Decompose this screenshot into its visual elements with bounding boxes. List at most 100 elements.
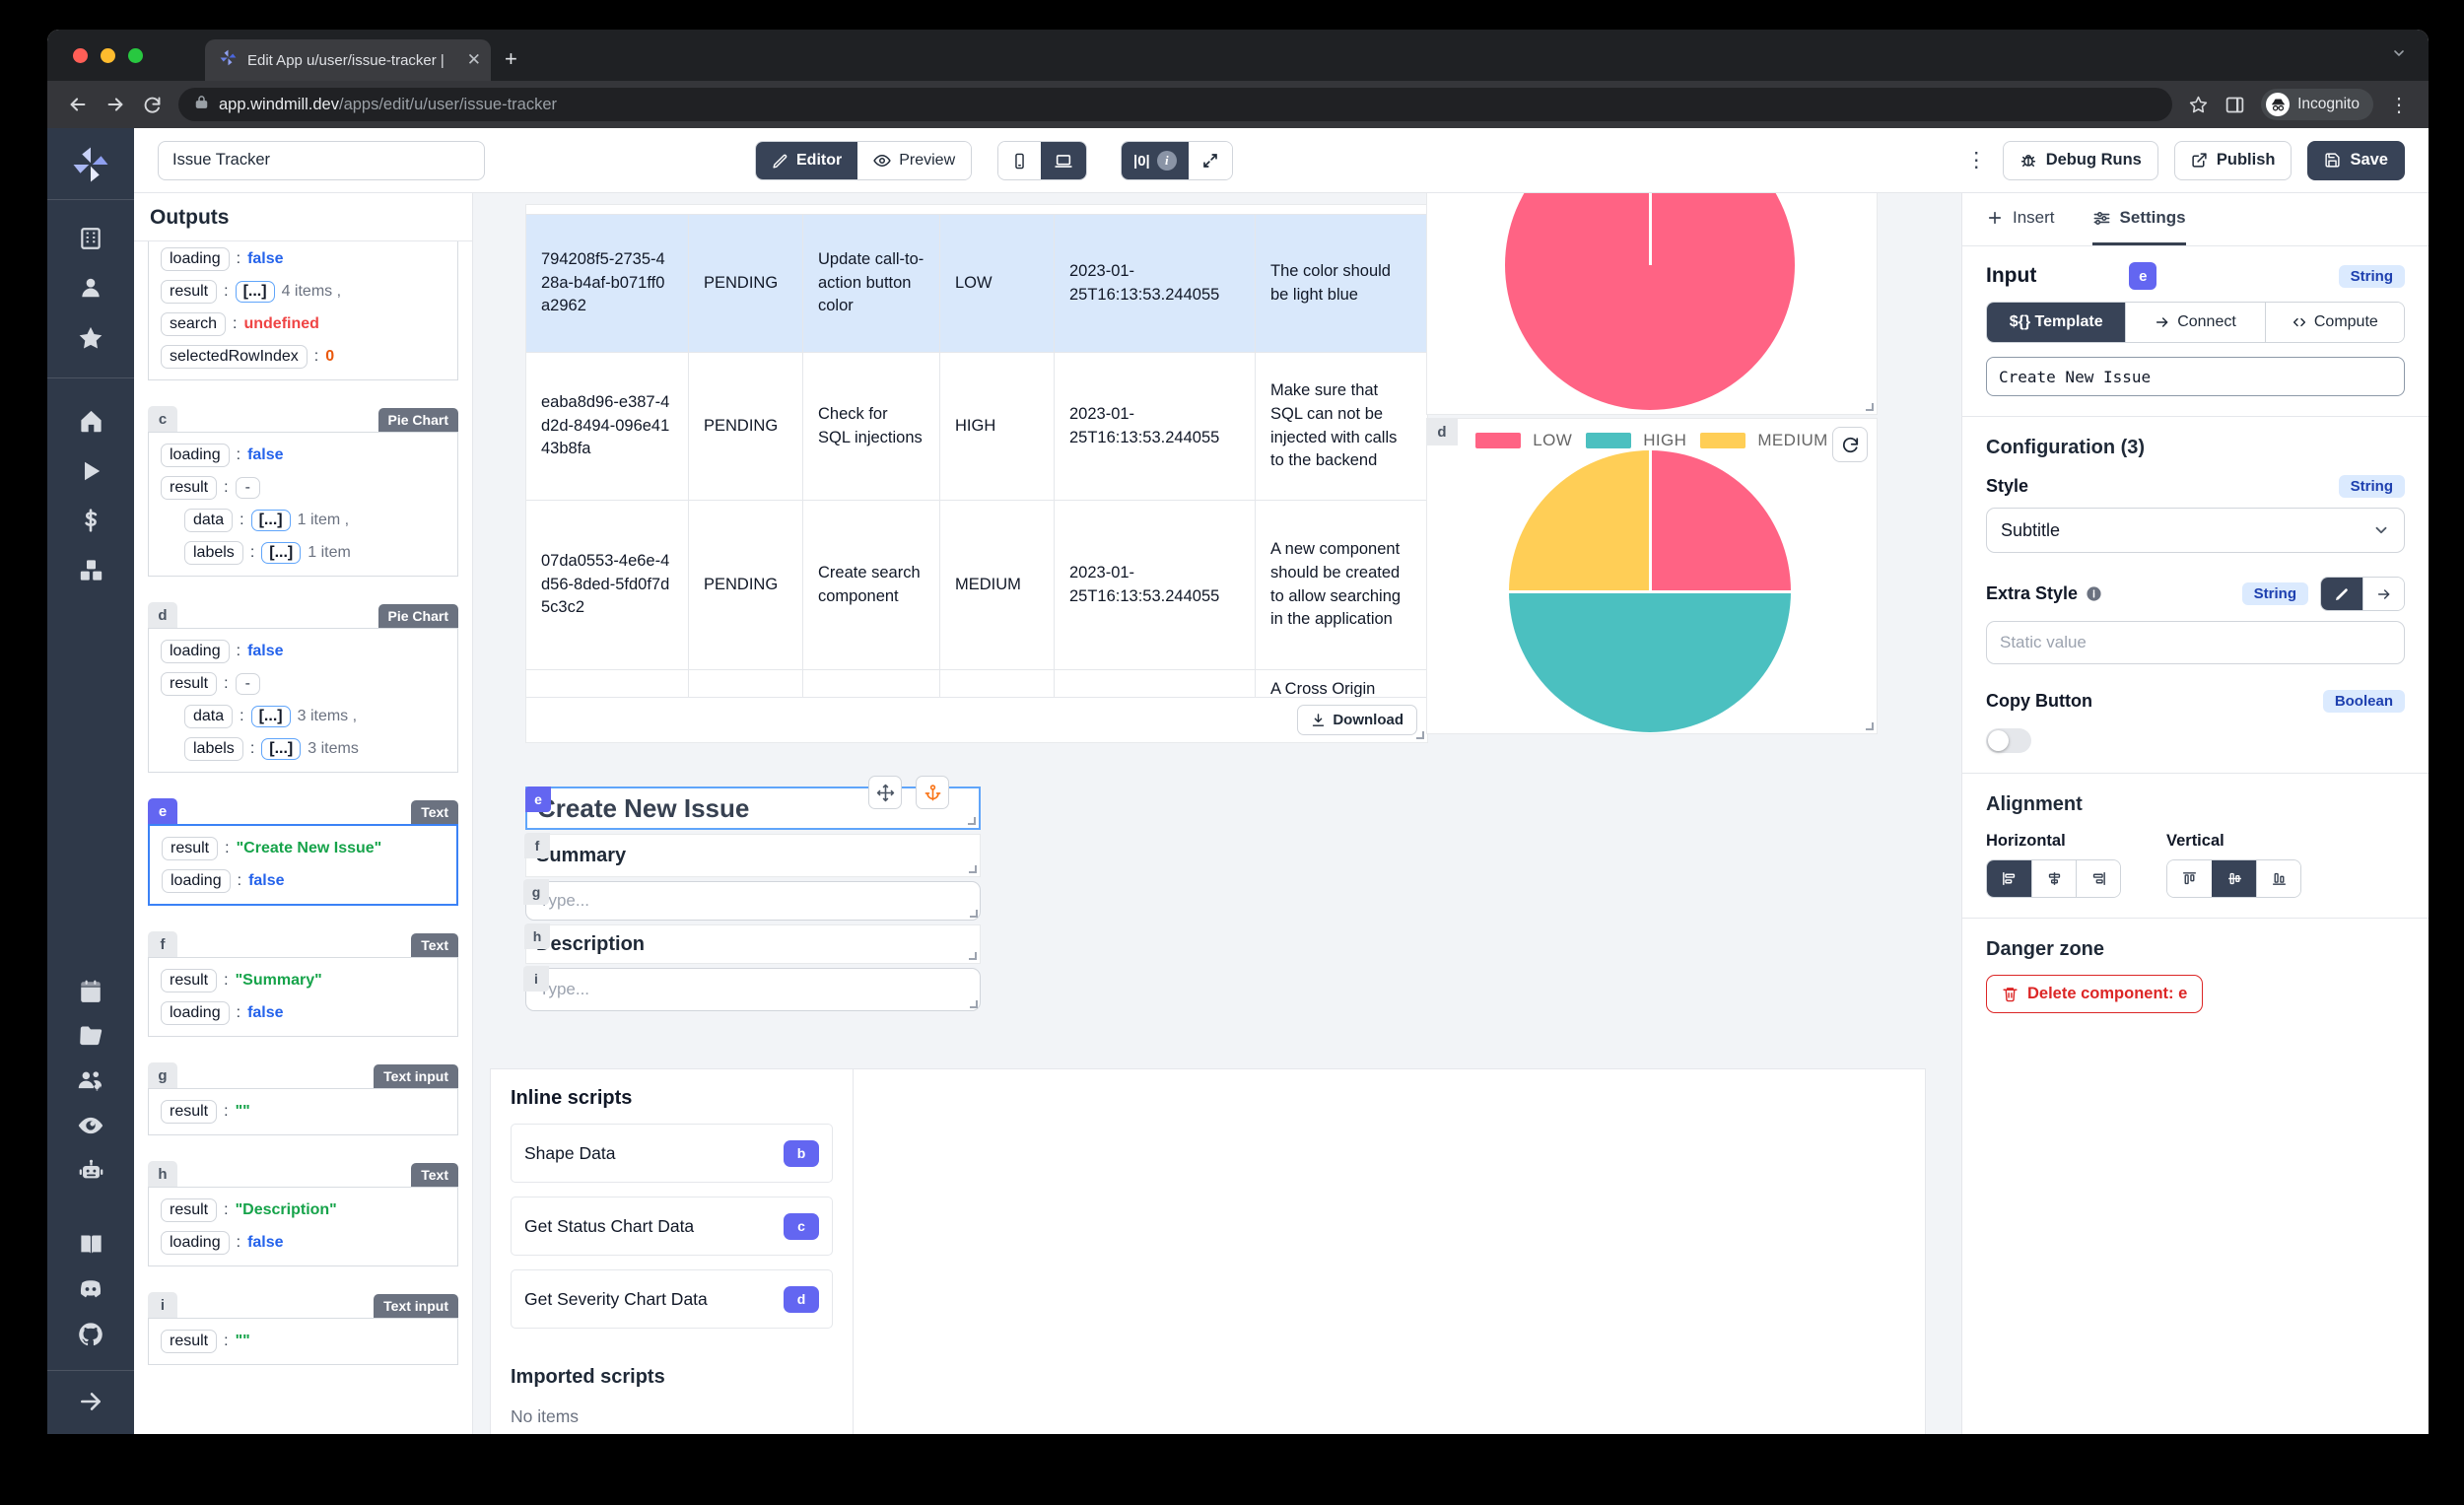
align-center-horizontal-button[interactable] <box>2031 860 2076 897</box>
text-component-h[interactable]: h Description <box>524 924 981 964</box>
close-window-button[interactable] <box>73 48 88 63</box>
fullscreen-window-button[interactable] <box>128 48 143 63</box>
table-row[interactable]: 794208f5-2735-428a-b4af-b071ff0a2962 PEND… <box>526 215 1427 353</box>
resize-handle[interactable] <box>969 952 977 960</box>
publish-button[interactable]: Publish <box>2173 140 2293 180</box>
inline-script-item[interactable]: Shape Data b <box>511 1124 833 1183</box>
discord-icon[interactable] <box>77 1275 104 1303</box>
table-row[interactable]: eaba8d96-e387-4d2d-8494-096e4143b8fa PEND… <box>526 353 1427 501</box>
summary-input[interactable] <box>525 881 981 921</box>
schedules-calendar-icon[interactable] <box>78 979 103 1004</box>
extra-style-input[interactable] <box>1986 621 2405 664</box>
issue-table-component[interactable]: 794208f5-2735-428a-b4af-b071ff0a2962 PEND… <box>525 204 1428 743</box>
resize-handle[interactable] <box>1866 403 1874 411</box>
static-edit-button[interactable] <box>2321 578 2362 610</box>
delete-component-button[interactable]: Delete component: e <box>1986 975 2204 1013</box>
back-icon[interactable] <box>67 94 89 115</box>
anchor-icon[interactable] <box>916 776 949 809</box>
expand-button[interactable] <box>1188 142 1232 179</box>
url-input[interactable]: app.windmill.dev/apps/edit/u/user/issue-… <box>178 88 2173 121</box>
refresh-chart-button[interactable] <box>1832 427 1868 462</box>
table-row[interactable]: 07da0553-4e6e-4d56-8ded-5fd0f7d5c3c2 PEND… <box>526 501 1427 670</box>
output-row[interactable]: result: "Create New Issue" <box>162 837 445 860</box>
output-row[interactable]: result: - <box>161 476 445 500</box>
docs-book-icon[interactable] <box>78 1231 104 1258</box>
workspace-icon[interactable] <box>78 226 103 251</box>
forward-icon[interactable] <box>104 94 126 115</box>
inline-script-item[interactable]: Get Status Chart Data c <box>511 1197 833 1256</box>
groups-users-gear-icon[interactable] <box>77 1066 104 1094</box>
align-bottom-button[interactable] <box>2256 860 2300 897</box>
text-component-f[interactable]: f Summary <box>524 833 981 877</box>
ai-robot-icon[interactable] <box>78 1157 104 1184</box>
resize-handle[interactable] <box>1866 722 1874 730</box>
copy-button-toggle[interactable] <box>1986 728 2031 753</box>
window-controls[interactable] <box>73 48 143 63</box>
align-left-button[interactable] <box>1987 860 2031 897</box>
save-button[interactable]: Save <box>2307 140 2405 180</box>
output-row[interactable]: loading: false <box>161 444 445 467</box>
move-handle-icon[interactable] <box>868 776 902 809</box>
chart-legend[interactable]: LOW HIGH MEDIUM <box>1427 431 1877 450</box>
output-row[interactable]: labels: [...] 3 items <box>184 737 445 761</box>
variables-dollar-icon[interactable] <box>78 508 103 533</box>
output-group-letter[interactable]: h <box>148 1161 177 1187</box>
output-group[interactable]: loading: false result: [...] 4 items , search… <box>148 241 458 380</box>
audit-eye-icon[interactable] <box>77 1112 104 1139</box>
output-group-letter[interactable]: g <box>148 1062 177 1088</box>
align-top-button[interactable] <box>2167 860 2212 897</box>
output-row[interactable]: selectedRowIndex:0 <box>161 345 445 369</box>
text-input-component-g[interactable]: g <box>523 879 981 921</box>
output-group[interactable]: e Text result: "Create New Issue" loading: fa… <box>148 798 458 906</box>
output-row[interactable]: result: "" <box>161 1100 445 1124</box>
resources-cubes-icon[interactable] <box>78 557 104 583</box>
side-panel-icon[interactable] <box>2224 95 2245 115</box>
legend-item[interactable]: MEDIUM <box>1700 431 1827 450</box>
output-row[interactable]: loading: false <box>161 1001 445 1025</box>
compute-mode-button[interactable]: Compute <box>2264 303 2404 342</box>
table-row[interactable]: A Cross Origin <box>526 670 1427 697</box>
legend-item[interactable]: HIGH <box>1586 431 1686 450</box>
output-row[interactable]: loading: false <box>161 640 445 663</box>
description-input[interactable] <box>525 968 981 1011</box>
output-group[interactable]: d Pie Chart loading: false result: - data: [...… <box>148 602 458 773</box>
style-select[interactable]: Subtitle <box>1986 508 2405 553</box>
windmill-logo-icon[interactable] <box>70 128 111 199</box>
connect-mode-button[interactable]: Connect <box>2125 303 2265 342</box>
pie-chart-c-component[interactable] <box>1426 193 1878 415</box>
browser-menu-kebab-icon[interactable]: ⋮ <box>2389 94 2409 116</box>
output-group[interactable]: f Text result: "Summary" loading: false <box>148 931 458 1037</box>
output-row[interactable]: search: undefined <box>161 312 445 336</box>
browser-tab[interactable]: Edit App u/user/issue-tracker | ✕ <box>205 39 491 81</box>
connect-arrow-button[interactable] <box>2362 578 2404 610</box>
output-row[interactable]: loading: false <box>161 247 445 271</box>
new-tab-button[interactable]: + <box>505 46 517 71</box>
github-icon[interactable] <box>77 1321 104 1348</box>
tab-settings[interactable]: Settings <box>2091 193 2186 245</box>
output-group-letter[interactable]: f <box>148 931 177 957</box>
output-group-letter[interactable]: i <box>148 1292 177 1318</box>
resize-handle[interactable] <box>968 817 976 825</box>
output-row[interactable]: loading: false <box>161 1231 445 1255</box>
download-button[interactable]: Download <box>1297 705 1417 735</box>
resize-handle[interactable] <box>969 865 977 873</box>
output-row[interactable]: result: "Description" <box>161 1198 445 1222</box>
app-title-input[interactable] <box>158 140 485 180</box>
template-mode-button[interactable]: ${} Template <box>1987 303 2126 342</box>
output-group-letter[interactable]: e <box>148 798 177 824</box>
bookmark-star-icon[interactable] <box>2188 95 2209 115</box>
output-group-letter[interactable]: d <box>148 602 177 628</box>
minimize-window-button[interactable] <box>101 48 115 63</box>
output-group-letter[interactable]: c <box>148 406 177 432</box>
resize-handle[interactable] <box>970 1000 978 1008</box>
output-group[interactable]: c Pie Chart loading: false result: - data: [...… <box>148 406 458 577</box>
output-group[interactable]: g Text input result: "" <box>148 1062 458 1135</box>
inline-script-item[interactable]: Get Severity Chart Data d <box>511 1269 833 1329</box>
output-group[interactable]: h Text result: "Description" loading: false <box>148 1161 458 1266</box>
folders-icon[interactable] <box>78 1022 104 1049</box>
mobile-view-button[interactable] <box>998 142 1041 179</box>
pie-chart-d-component[interactable]: d LOW HIGH MEDIUM <box>1426 418 1878 734</box>
desktop-view-button[interactable] <box>1041 142 1086 179</box>
output-row[interactable]: labels: [...] 1 item <box>184 541 445 565</box>
tab-insert[interactable]: Insert <box>1986 193 2055 245</box>
